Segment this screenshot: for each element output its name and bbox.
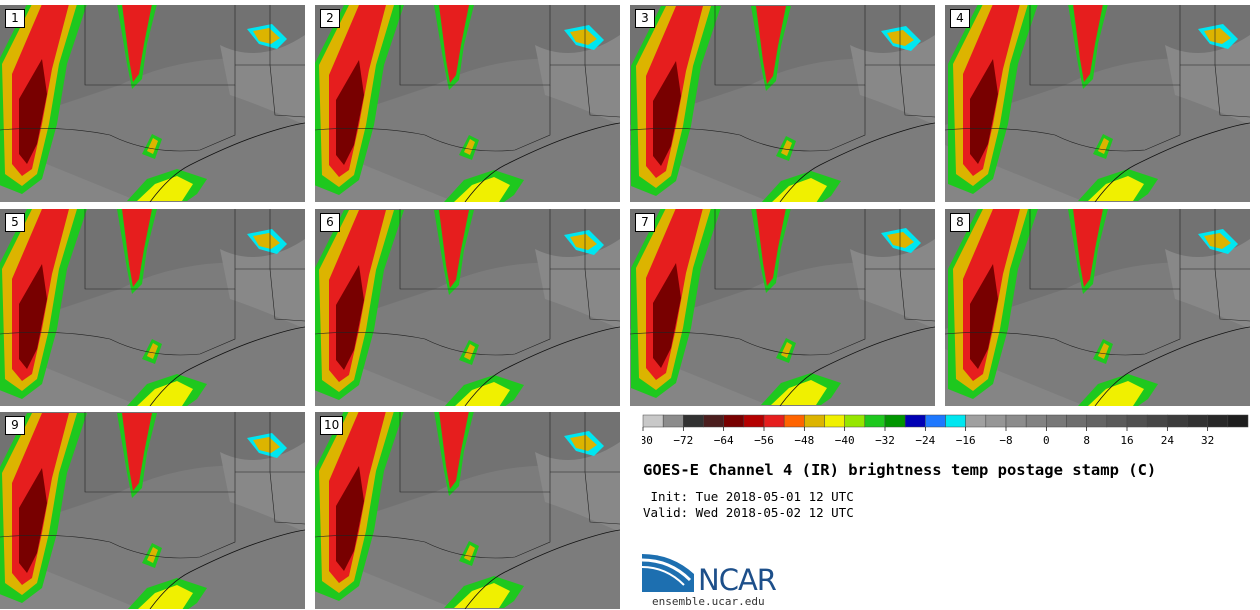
ir-satellite-image <box>630 5 935 202</box>
colorbar-swatch <box>904 414 926 428</box>
colorbar-tick-label: 16 <box>1120 434 1133 447</box>
forecast-panel: 4 <box>945 5 1250 202</box>
valid-time: Valid: Wed 2018-05-02 12 UTC <box>643 505 854 520</box>
colorbar-swatch <box>1146 414 1168 428</box>
forecast-panel: 10 <box>315 412 620 609</box>
colorbar-swatch <box>1207 414 1229 428</box>
logo-text: NCAR <box>698 563 777 597</box>
init-time: Init: Tue 2018-05-01 12 UTC <box>643 489 854 504</box>
colorbar-tick-label: −16 <box>956 434 976 447</box>
ir-satellite-image <box>315 412 620 609</box>
ir-satellite-image <box>315 209 620 406</box>
colorbar-swatch <box>884 414 906 428</box>
colorbar-tick-label: 0 <box>1043 434 1050 447</box>
colorbar-swatch <box>1126 414 1148 428</box>
colorbar-swatch <box>1227 414 1249 428</box>
forecast-panel: 1 <box>0 5 305 202</box>
ir-satellite-image <box>945 209 1250 406</box>
colorbar-swatch <box>743 414 765 428</box>
colorbar-swatch <box>1066 414 1087 428</box>
colorbar-tick-label: 24 <box>1161 434 1175 447</box>
colorbar-swatch <box>864 414 886 428</box>
site-url: ensemble.ucar.edu <box>652 595 765 608</box>
colorbar-tick-label: −48 <box>794 434 814 447</box>
colorbar-tick-label: 8 <box>1083 434 1090 447</box>
panel-number: 2 <box>320 9 340 28</box>
ncar-logo-icon <box>642 554 694 592</box>
panel-number: 7 <box>635 213 655 232</box>
colorbar-tick-label: −72 <box>673 434 693 447</box>
panel-number: 6 <box>320 213 340 232</box>
ir-satellite-image <box>0 5 305 202</box>
colorbar-swatch <box>763 414 785 428</box>
colorbar-swatch <box>723 414 745 428</box>
ir-satellite-image <box>315 5 620 202</box>
forecast-panel: 9 <box>0 412 305 609</box>
colorbar-swatch <box>824 414 845 428</box>
colorbar-tick-label: −32 <box>875 434 895 447</box>
colorbar-tick-label: −8 <box>999 434 1012 447</box>
forecast-panel: 3 <box>630 5 935 202</box>
ir-satellite-image <box>945 5 1250 202</box>
panel-number: 1 <box>5 9 25 28</box>
colorbar-swatch <box>804 414 825 428</box>
panel-number: 5 <box>5 213 25 232</box>
colorbar-swatch <box>1005 414 1027 428</box>
forecast-panel: 8 <box>945 209 1250 406</box>
forecast-panel: 2 <box>315 5 620 202</box>
ir-satellite-image <box>630 209 935 406</box>
colorbar-tick-label: −80 <box>642 434 653 447</box>
panel-number: 9 <box>5 416 25 435</box>
ir-satellite-image <box>0 412 305 609</box>
colorbar-swatch <box>683 414 704 428</box>
forecast-panel: 5 <box>0 209 305 406</box>
colorbar-swatch <box>1046 414 1067 428</box>
colorbar-swatch <box>642 414 664 428</box>
colorbar-tick-label: −64 <box>714 434 734 447</box>
colorbar-swatch <box>985 414 1007 428</box>
colorbar-tick-label: −40 <box>835 434 855 447</box>
forecast-panel: 6 <box>315 209 620 406</box>
panel-number: 10 <box>320 416 344 435</box>
ir-satellite-image <box>0 209 305 406</box>
colorbar-tick-label: 32 <box>1201 434 1214 447</box>
colorbar-swatch <box>844 414 866 428</box>
chart-title: GOES-E Channel 4 (IR) brightness temp po… <box>643 461 1157 479</box>
colorbar-swatch <box>1167 414 1188 428</box>
colorbar-swatch <box>1106 414 1128 428</box>
colorbar-swatch <box>1025 414 1047 428</box>
colorbar-swatch <box>925 414 946 428</box>
panel-number: 8 <box>950 213 970 232</box>
colorbar-swatch <box>662 414 684 428</box>
colorbar-swatch <box>783 414 805 428</box>
panel-number: 4 <box>950 9 970 28</box>
colorbar-swatch <box>1086 414 1108 428</box>
forecast-panel: 7 <box>630 209 935 406</box>
colorbar-swatch <box>703 414 724 428</box>
colorbar-swatch <box>965 414 987 428</box>
colorbar-tick-label: −56 <box>754 434 774 447</box>
colorbar-tick-label: −24 <box>915 434 935 447</box>
panel-number: 3 <box>635 9 655 28</box>
colorbar-swatch <box>945 414 966 428</box>
colorbar-swatch <box>1187 414 1208 428</box>
